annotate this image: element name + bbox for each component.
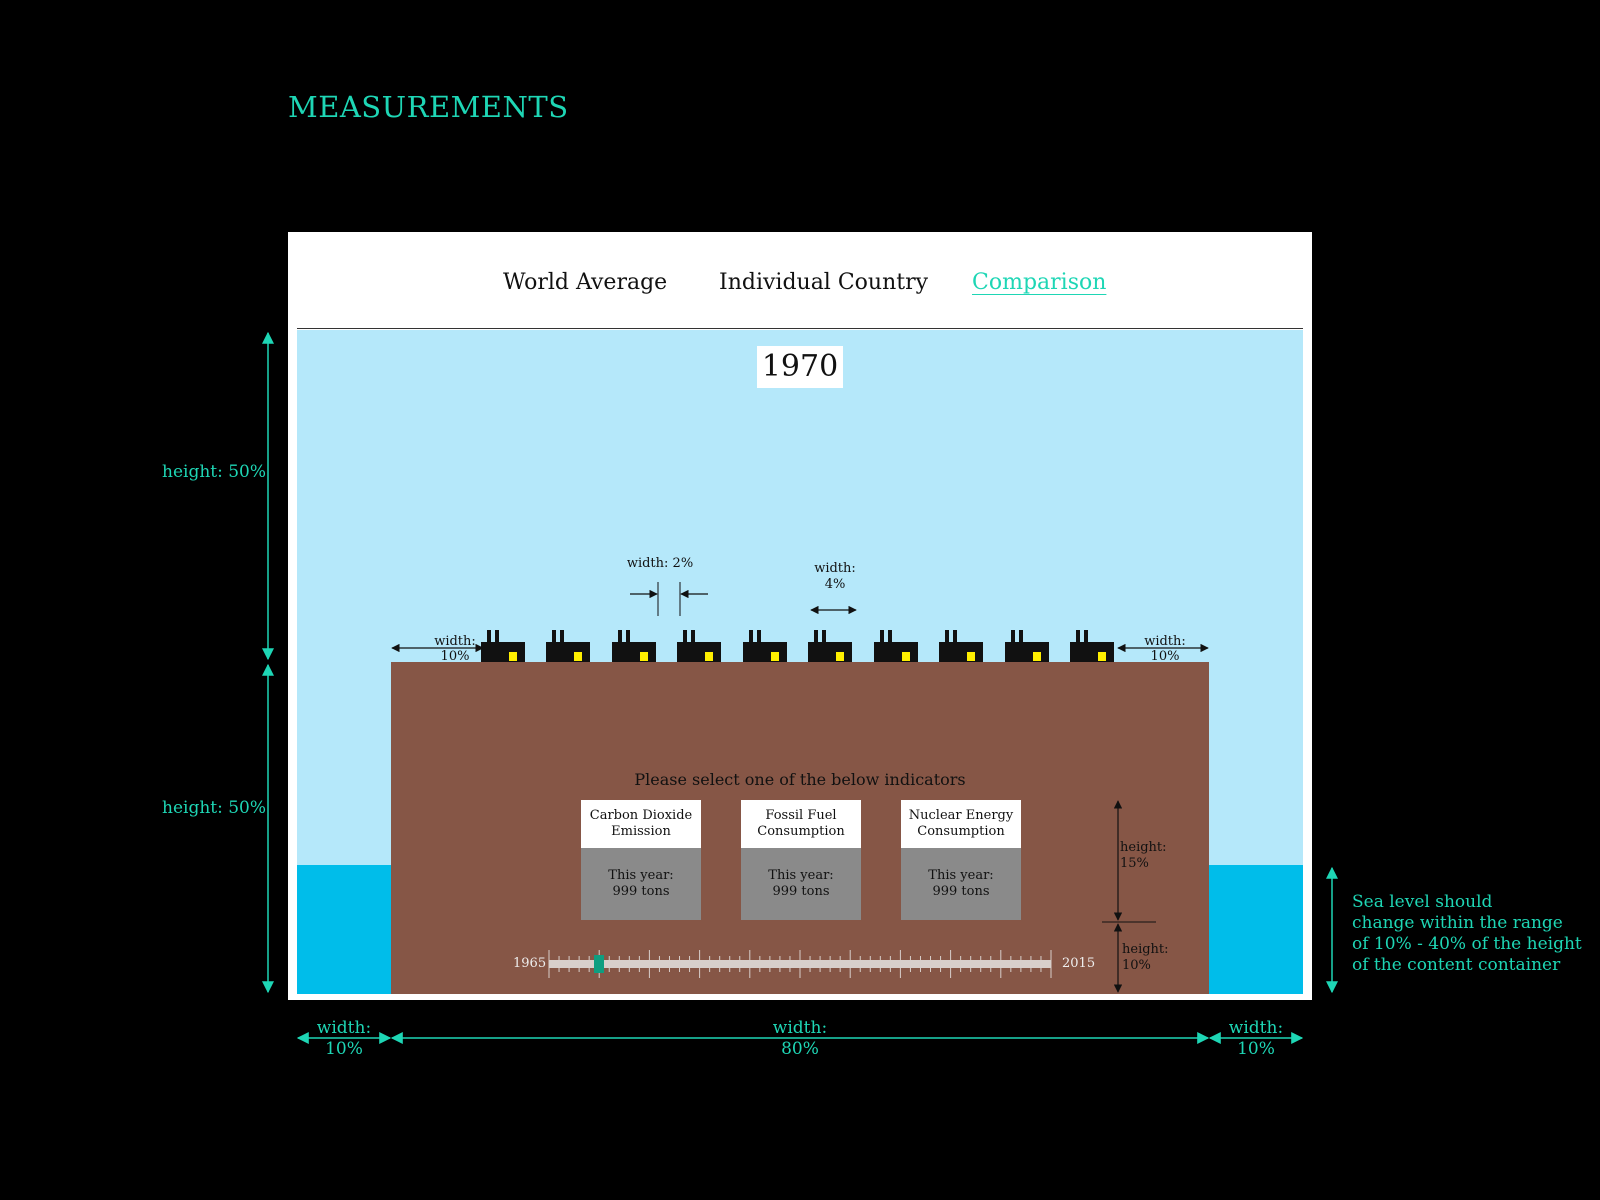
factory-width-label: width: 4% [814,561,856,592]
sea-right [1209,865,1303,994]
cards-height-label: height: 15% [1120,840,1167,871]
sky-height-label: height: 50% [162,462,267,482]
indicator-value: 999 tons [772,884,830,899]
indicator-title: Nuclear Energy Consumption [901,800,1021,848]
sea-left [297,865,391,994]
bottom-left-width-label: width: 10% [316,1018,372,1059]
indicator-value-box: This year: 999 tons [581,848,701,920]
factory-icon [742,630,787,662]
land-height-label: height: 50% [162,798,267,818]
indicator-prompt: Please select one of the below indicator… [634,770,966,789]
indicator-value: 999 tons [932,884,990,899]
indicator-value-label: This year: [928,868,994,883]
bottom-right-width-label: width: 10% [1228,1018,1284,1059]
factory-icon [1004,630,1049,662]
tab-world-average[interactable]: World Average [503,270,668,295]
factory-icon [808,630,853,662]
nav-divider [297,328,1303,329]
year-display: 1970 [757,346,843,388]
left-margin-label: width: 10% [434,634,476,664]
indicator-value-box: This year: 999 tons [741,848,861,920]
tab-comparison[interactable]: Comparison [972,270,1107,295]
sea-level-note: Sea level should change within the range… [1352,892,1582,975]
year-slider-thumb[interactable] [594,955,605,973]
indicator-title: Carbon Dioxide Emission [581,800,701,848]
indicator-value-label: This year: [768,868,834,883]
indicator-value: 999 tons [612,884,670,899]
factory-icon [546,630,591,662]
indicator-value-label: This year: [608,868,674,883]
factory-icon [677,630,722,662]
indicator-card-fossil-fuel[interactable]: Fossil Fuel Consumption This year: 999 t… [741,800,861,920]
indicator-card-co2[interactable]: Carbon Dioxide Emission This year: 999 t… [581,800,701,920]
slider-max-label: 2015 [1062,956,1096,971]
right-margin-label: width: 10% [1144,634,1186,664]
factory-icon [611,630,656,662]
factory-icon [480,630,525,662]
factory-icon [1069,630,1114,662]
slider-min-label: 1965 [513,956,547,971]
slider-height-label: height: 10% [1122,942,1169,973]
page-title: MEASUREMENTS [288,90,569,124]
gap-width-label: width: 2% [626,556,694,571]
indicator-card-nuclear[interactable]: Nuclear Energy Consumption This year: 99… [901,800,1021,920]
indicator-title: Fossil Fuel Consumption [741,800,861,848]
bottom-center-width-label: width: 80% [772,1018,828,1059]
indicator-value-box: This year: 999 tons [901,848,1021,920]
factory-icon [939,630,984,662]
tab-individual-country[interactable]: Individual Country [719,270,929,295]
factory-icon [873,630,918,662]
